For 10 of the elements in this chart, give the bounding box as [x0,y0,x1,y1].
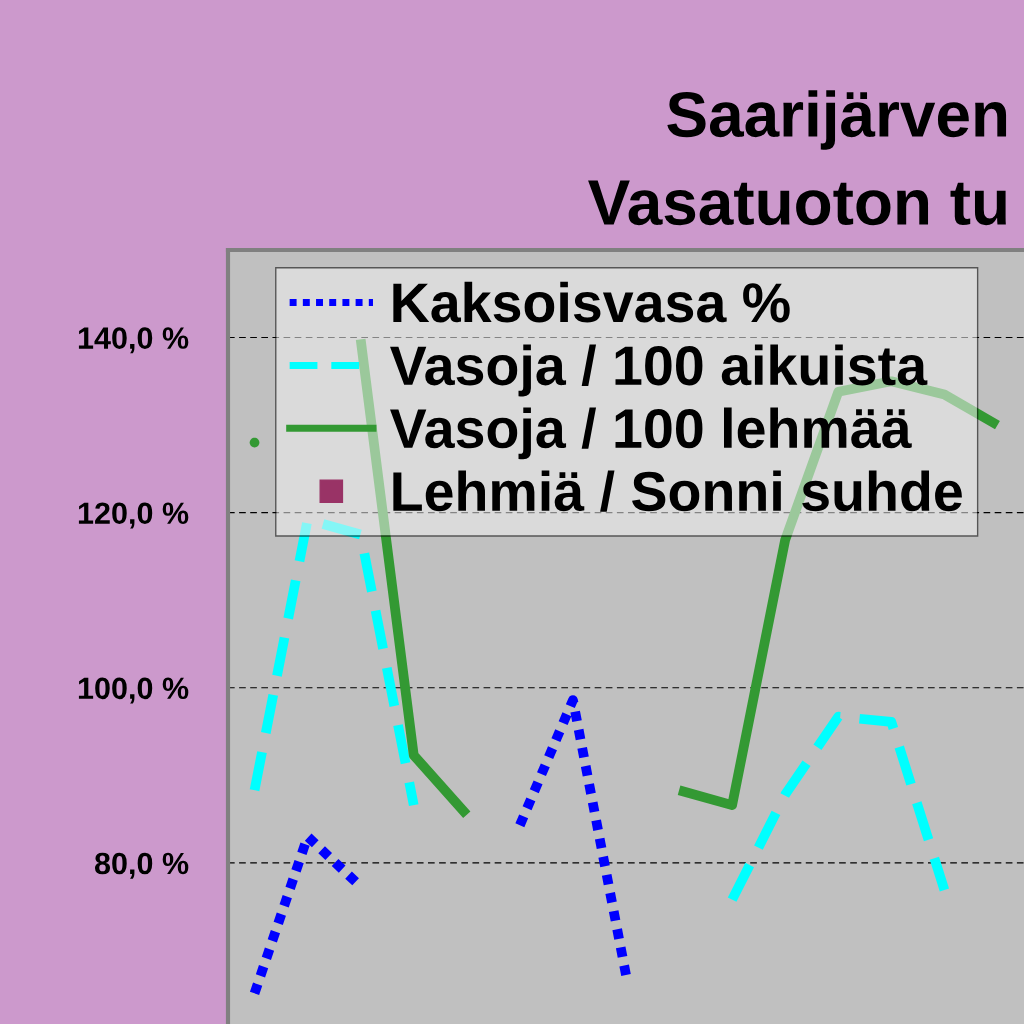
legend-label: Vasoja / 100 lehmää [390,407,912,460]
y-tick-label: 140,0 % [78,327,189,354]
y-tick-label: 100,0 % [78,677,189,704]
legend-label: Vasoja / 100 aikuista [390,344,928,397]
y-tick-label: 80,0 % [94,852,189,879]
legend-label: Kaksoisvasa % [393,281,790,323]
chart-subtitle: Vasatuoton tu [588,180,1006,226]
y-tick-label: 120,0 % [78,502,189,529]
chart-title: Saarijärven [667,90,1007,150]
legend-label: Lehmiä / Sonni suhde [393,470,962,512]
